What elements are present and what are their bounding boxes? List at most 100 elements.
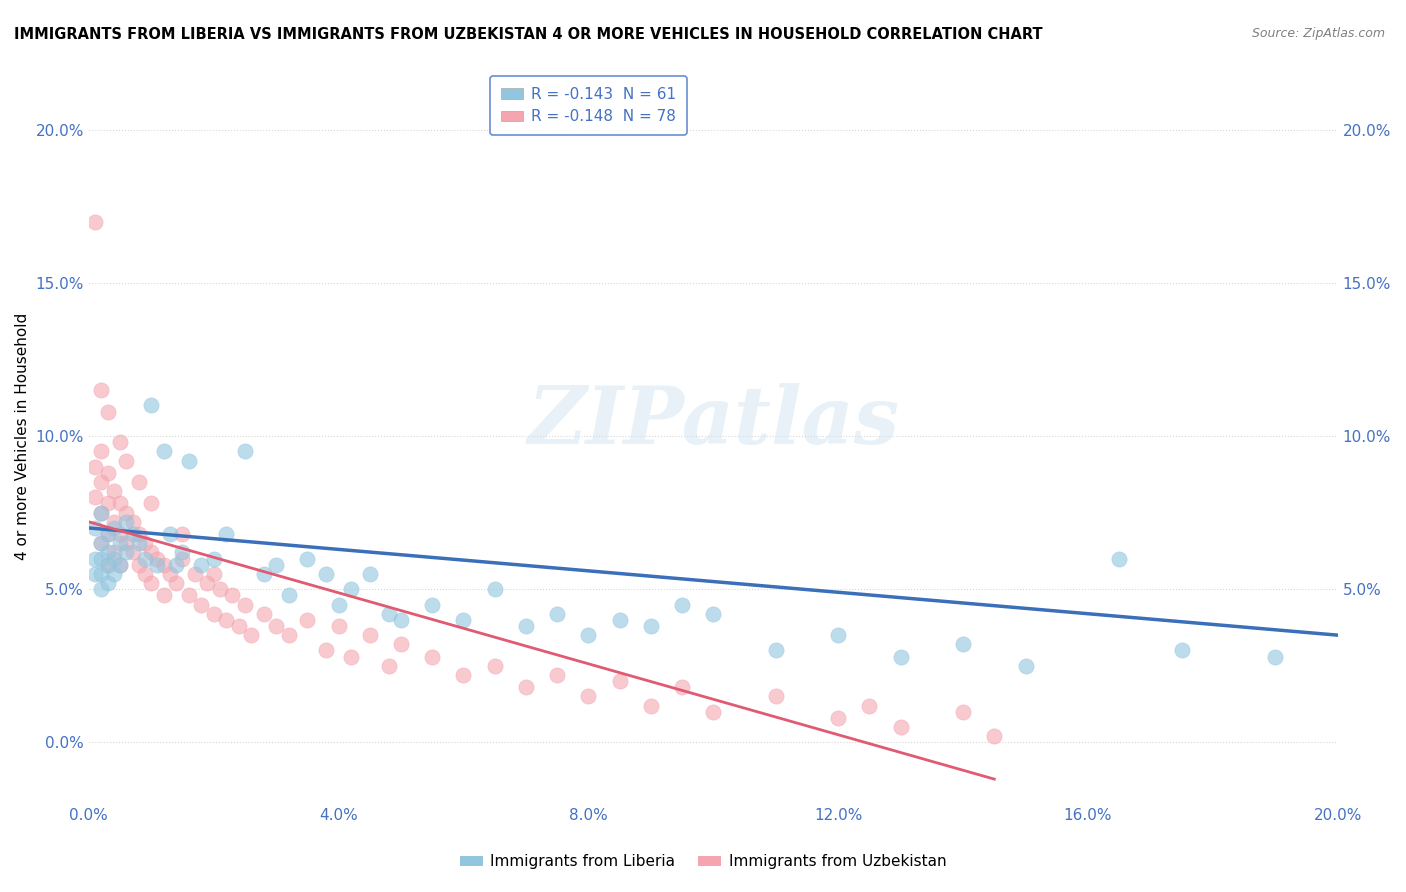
Point: [890, 649, 912, 664]
Point: [328, 619, 350, 633]
Point: [377, 658, 399, 673]
Point: [90, 582, 112, 597]
Point: [90, 506, 112, 520]
Point: [640, 619, 662, 633]
Point: [858, 698, 880, 713]
Point: [190, 598, 212, 612]
Point: [208, 582, 231, 597]
Point: [359, 566, 381, 581]
Point: [377, 607, 399, 621]
Point: [315, 643, 337, 657]
Point: [277, 628, 299, 642]
Point: [389, 637, 412, 651]
Point: [1108, 551, 1130, 566]
Point: [546, 668, 568, 682]
Point: [172, 551, 194, 566]
Point: [90, 506, 112, 520]
Point: [359, 628, 381, 642]
Point: [141, 545, 163, 559]
Point: [890, 720, 912, 734]
Point: [328, 598, 350, 612]
Point: [115, 545, 138, 559]
Point: [128, 536, 150, 550]
Point: [515, 680, 537, 694]
Point: [453, 668, 475, 682]
Point: [108, 558, 131, 572]
Point: [103, 545, 125, 559]
Point: [172, 527, 194, 541]
Text: IMMIGRANTS FROM LIBERIA VS IMMIGRANTS FROM UZBEKISTAN 4 OR MORE VEHICLES IN HOUS: IMMIGRANTS FROM LIBERIA VS IMMIGRANTS FR…: [14, 27, 1043, 42]
Point: [128, 527, 150, 541]
Point: [702, 705, 724, 719]
Point: [671, 680, 693, 694]
Point: [233, 598, 256, 612]
Point: [115, 506, 138, 520]
Text: Source: ZipAtlas.com: Source: ZipAtlas.com: [1251, 27, 1385, 40]
Y-axis label: 4 or more Vehicles in Household: 4 or more Vehicles in Household: [15, 312, 30, 559]
Point: [96, 558, 118, 572]
Point: [640, 698, 662, 713]
Point: [420, 598, 443, 612]
Point: [484, 658, 506, 673]
Point: [84, 215, 107, 229]
Legend: R = -0.143  N = 61, R = -0.148  N = 78: R = -0.143 N = 61, R = -0.148 N = 78: [489, 76, 688, 136]
Point: [177, 588, 200, 602]
Point: [184, 566, 207, 581]
Point: [1170, 643, 1192, 657]
Point: [240, 628, 263, 642]
Point: [253, 607, 276, 621]
Point: [108, 527, 131, 541]
Point: [190, 558, 212, 572]
Point: [515, 619, 537, 633]
Point: [84, 491, 107, 505]
Point: [128, 558, 150, 572]
Point: [96, 466, 118, 480]
Point: [159, 527, 181, 541]
Text: ZIPatlas: ZIPatlas: [527, 383, 900, 460]
Point: [128, 475, 150, 489]
Point: [90, 536, 112, 550]
Point: [609, 674, 631, 689]
Point: [827, 628, 849, 642]
Point: [197, 576, 219, 591]
Point: [609, 613, 631, 627]
Point: [827, 711, 849, 725]
Point: [233, 444, 256, 458]
Point: [108, 496, 131, 510]
Point: [952, 705, 974, 719]
Point: [103, 515, 125, 529]
Point: [253, 566, 276, 581]
Point: [765, 643, 787, 657]
Point: [952, 637, 974, 651]
Point: [115, 536, 138, 550]
Legend: Immigrants from Liberia, Immigrants from Uzbekistan: Immigrants from Liberia, Immigrants from…: [454, 848, 952, 875]
Point: [90, 536, 112, 550]
Point: [141, 576, 163, 591]
Point: [96, 527, 118, 541]
Point: [297, 613, 319, 627]
Point: [152, 444, 174, 458]
Point: [340, 649, 363, 664]
Point: [146, 558, 169, 572]
Point: [315, 566, 337, 581]
Point: [576, 690, 599, 704]
Point: [121, 515, 143, 529]
Point: [103, 484, 125, 499]
Point: [103, 566, 125, 581]
Point: [165, 558, 187, 572]
Point: [96, 496, 118, 510]
Point: [103, 551, 125, 566]
Point: [297, 551, 319, 566]
Point: [108, 536, 131, 550]
Point: [671, 598, 693, 612]
Point: [90, 383, 112, 397]
Point: [90, 444, 112, 458]
Point: [115, 515, 138, 529]
Point: [96, 545, 118, 559]
Point: [121, 545, 143, 559]
Point: [1014, 658, 1036, 673]
Point: [90, 475, 112, 489]
Point: [546, 607, 568, 621]
Point: [152, 588, 174, 602]
Point: [134, 551, 156, 566]
